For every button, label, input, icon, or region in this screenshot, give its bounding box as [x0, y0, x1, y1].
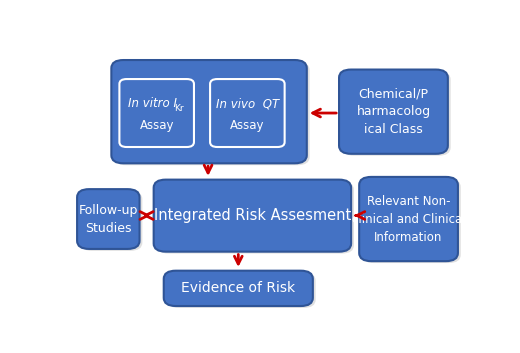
- Text: Kr: Kr: [174, 104, 184, 113]
- Text: Follow-up
Studies: Follow-up Studies: [79, 204, 138, 234]
- FancyBboxPatch shape: [114, 62, 309, 165]
- Text: Chemical/P
harmacolog
ical Class: Chemical/P harmacolog ical Class: [356, 87, 431, 136]
- FancyBboxPatch shape: [339, 70, 448, 154]
- Text: Relevant Non-
clinical and Clinical
Information: Relevant Non- clinical and Clinical Info…: [352, 195, 465, 244]
- FancyBboxPatch shape: [359, 177, 458, 261]
- FancyBboxPatch shape: [80, 191, 142, 251]
- FancyBboxPatch shape: [166, 273, 316, 308]
- FancyBboxPatch shape: [157, 181, 354, 253]
- Text: Assay: Assay: [139, 119, 174, 132]
- FancyBboxPatch shape: [77, 189, 139, 249]
- Text: In vivo  QT: In vivo QT: [216, 97, 279, 110]
- FancyBboxPatch shape: [111, 60, 307, 163]
- FancyBboxPatch shape: [342, 71, 451, 156]
- FancyBboxPatch shape: [164, 271, 313, 306]
- Text: Evidence of Risk: Evidence of Risk: [181, 281, 295, 295]
- FancyBboxPatch shape: [154, 180, 351, 252]
- FancyBboxPatch shape: [362, 179, 461, 263]
- Text: Integrated Risk Assesment: Integrated Risk Assesment: [154, 208, 351, 223]
- Text: Assay: Assay: [230, 119, 265, 132]
- Text: In vitro I: In vitro I: [128, 97, 177, 110]
